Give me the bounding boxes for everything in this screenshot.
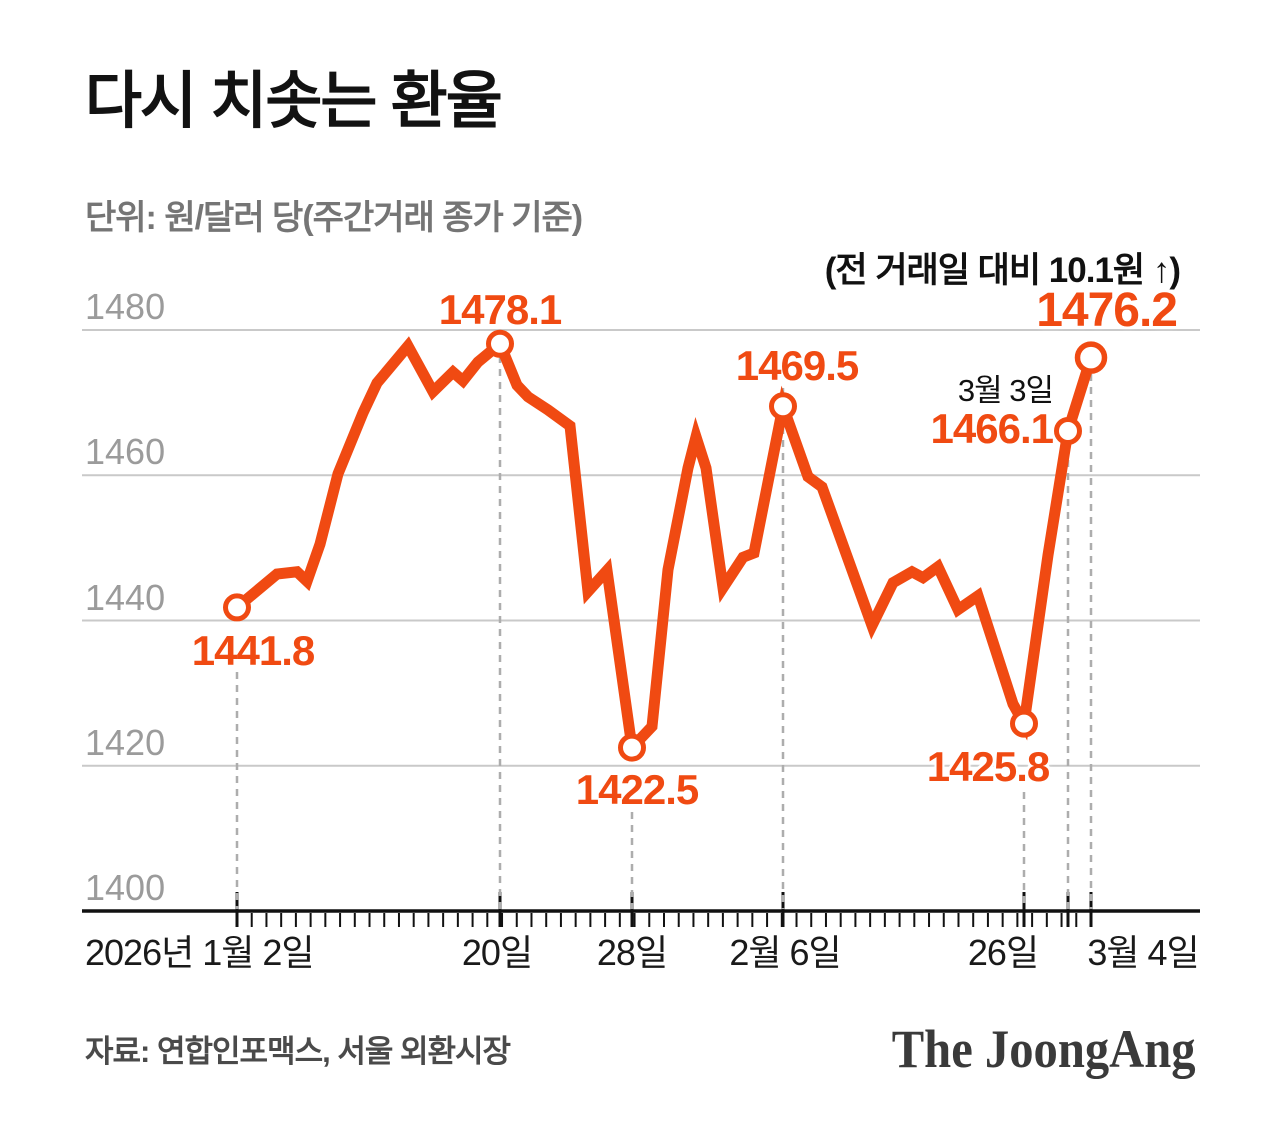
unit-label: 단위: 원/달러 당(주간거래 종가 기준)	[85, 199, 583, 237]
data-point-marker	[486, 329, 514, 358]
page-title: 다시 치솟는 환율	[85, 67, 503, 136]
data-point-marker	[769, 392, 797, 421]
data-point-marker	[1010, 709, 1038, 738]
data-point-marker	[618, 733, 646, 762]
data-point-marker	[223, 593, 251, 622]
exchange-rate-series-line	[233, 334, 1097, 760]
data-point-marker	[1054, 416, 1082, 445]
source-credit: 자료: 연합인포맥스, 서울 외환시장	[85, 1034, 511, 1069]
daily-change-annotation: (전 거래일 대비 10.1원 ↑)	[824, 251, 1181, 290]
joongang-logo: The JoongAng	[892, 1019, 1196, 1079]
data-point-marker	[1074, 341, 1108, 374]
